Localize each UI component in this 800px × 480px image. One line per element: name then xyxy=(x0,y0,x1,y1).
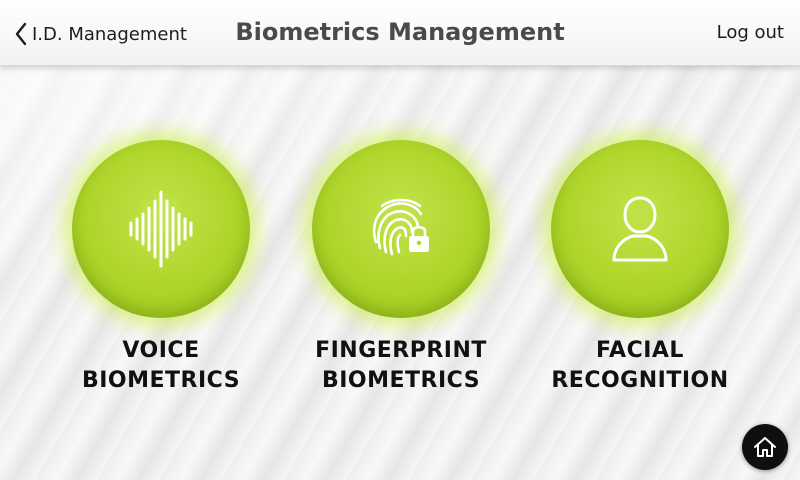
tile-label-line1: VOICE xyxy=(122,338,200,363)
tile-label-line2: BIOMETRICS xyxy=(321,368,481,393)
tile-label-line2: BIOMETRICS xyxy=(81,368,241,393)
facial-recognition-button[interactable] xyxy=(551,140,729,318)
tile-label-line1: FINGERPRINT xyxy=(315,338,487,363)
sound-wave-icon xyxy=(129,190,193,268)
back-button[interactable]: I.D. Management xyxy=(14,20,187,48)
tile-label-line1: FACIAL xyxy=(596,338,684,363)
fingerprint-biometrics-label: FINGERPRINT BIOMETRICS xyxy=(301,336,501,396)
user-silhouette-icon xyxy=(612,196,668,262)
fingerprint-biometrics-button[interactable] xyxy=(312,140,490,318)
fingerprint-biometrics-tile[interactable]: FINGERPRINT BIOMETRICS xyxy=(301,140,501,396)
chevron-left-icon xyxy=(15,22,27,46)
home-icon xyxy=(754,437,776,457)
logout-button[interactable]: Log out xyxy=(716,22,784,43)
voice-biometrics-label: VOICE BIOMETRICS xyxy=(61,336,261,396)
top-bar: I.D. Management Biometrics Management Lo… xyxy=(0,0,800,66)
tile-label-line2: RECOGNITION xyxy=(551,368,729,393)
voice-biometrics-button[interactable] xyxy=(72,140,250,318)
back-button-label: I.D. Management xyxy=(32,23,187,45)
home-button[interactable] xyxy=(742,424,788,470)
fingerprint-lock-icon xyxy=(372,198,429,256)
facial-recognition-tile[interactable]: FACIAL RECOGNITION xyxy=(540,140,740,396)
facial-recognition-label: FACIAL RECOGNITION xyxy=(540,336,740,396)
voice-biometrics-tile[interactable]: VOICE BIOMETRICS xyxy=(61,140,261,396)
